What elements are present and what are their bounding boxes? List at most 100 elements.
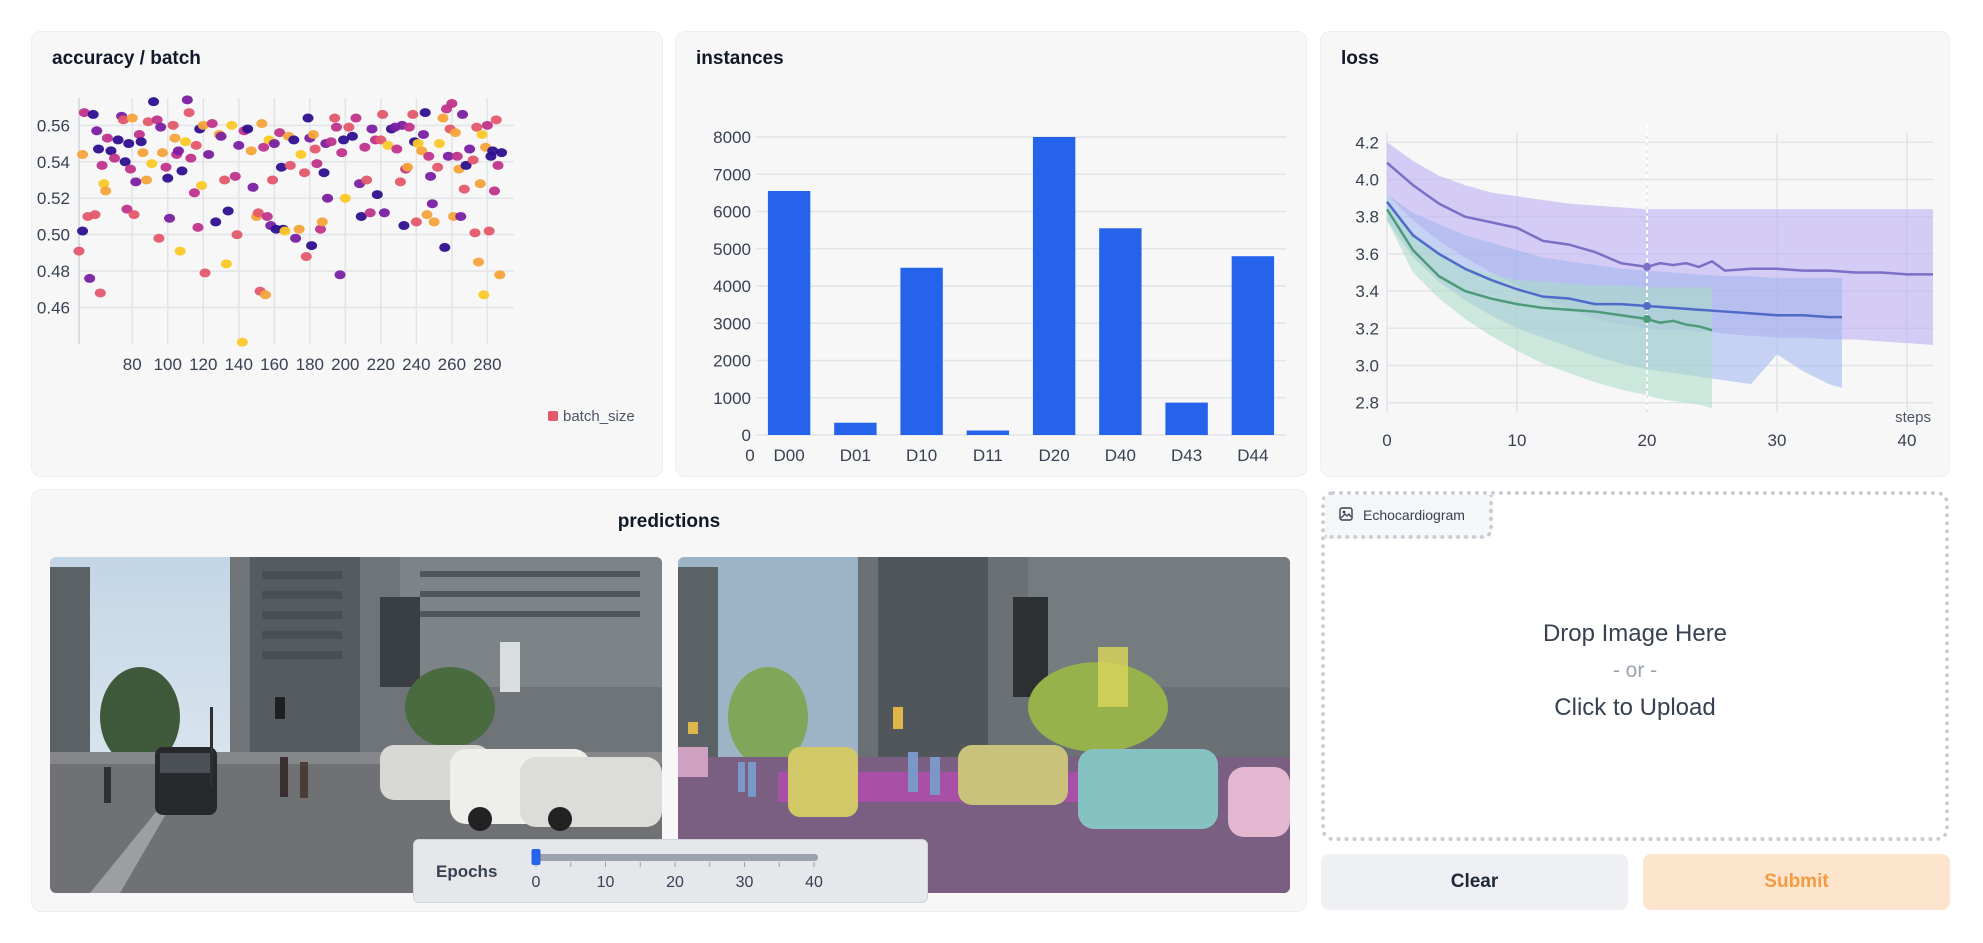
scatter-point xyxy=(343,122,355,132)
scatter-point xyxy=(488,186,500,196)
scatter-point xyxy=(226,120,238,130)
scatter-point xyxy=(78,108,90,118)
y-tick-label: 3000 xyxy=(713,314,751,333)
cursor-point xyxy=(1643,262,1651,271)
scatter-point xyxy=(293,224,305,234)
slider-thumb[interactable] xyxy=(531,849,541,865)
scatter-point xyxy=(446,98,458,108)
scatter-point xyxy=(180,137,192,147)
instances-panel: instances 0 1000 2000 3000 4000 5000 6000 7000 8… xyxy=(675,31,1307,477)
scatter-point xyxy=(421,210,433,220)
scatter-point xyxy=(203,149,215,159)
loss-line xyxy=(1386,201,1842,319)
scatter-point xyxy=(322,193,334,203)
scatter-point xyxy=(306,241,318,251)
instances-bar-chart[interactable]: 0 1000 2000 3000 4000 5000 6000 7000 8000 0 D00 D01… xyxy=(676,32,1308,478)
scatter-point xyxy=(346,131,358,141)
upload-instructions[interactable]: Drop Image Here - or - Click to Upload xyxy=(1325,615,1945,726)
clear-button[interactable]: Clear xyxy=(1321,854,1628,910)
image-upload-dropzone[interactable]: Echocardiogram Drop Image Here - or - Cl… xyxy=(1321,491,1949,841)
predictions-title: predictions xyxy=(617,511,721,532)
scatter-point xyxy=(394,177,406,187)
scatter-point xyxy=(377,109,389,119)
scatter-point xyxy=(336,148,348,158)
scatter-point xyxy=(412,139,424,149)
scatter-point xyxy=(290,233,302,243)
scatter-point xyxy=(474,179,486,189)
y-tick-label: 4.2 xyxy=(1355,133,1379,152)
scatter-point xyxy=(329,113,341,123)
scatter-point xyxy=(181,95,193,105)
bar xyxy=(1165,402,1208,435)
x-tick-label: 220 xyxy=(367,355,395,374)
scatter-point xyxy=(401,162,413,172)
scatter-point xyxy=(496,148,508,158)
scatter-point xyxy=(407,109,419,119)
scatter-point xyxy=(164,213,176,223)
scatter-point xyxy=(247,182,259,192)
scatter-point xyxy=(432,162,444,172)
scatter-point xyxy=(428,217,440,227)
scatter-point xyxy=(419,108,431,118)
scatter-point xyxy=(215,131,227,141)
scatter-point xyxy=(121,204,133,214)
loss-line xyxy=(1385,208,1713,332)
scatter-point xyxy=(101,133,113,143)
upload-tab: Echocardiogram xyxy=(1325,495,1493,539)
x-tick-label: 40 xyxy=(1898,431,1917,450)
scatter-point xyxy=(302,113,314,123)
slider-tick-label: 40 xyxy=(805,874,823,891)
scatter-point xyxy=(172,146,184,156)
scatter-point xyxy=(91,126,103,136)
scatter-point xyxy=(174,246,186,256)
scatter-point xyxy=(476,129,488,139)
x-tick-label: 0 xyxy=(745,446,754,465)
scatter-point xyxy=(233,140,245,150)
scatter-point xyxy=(464,144,476,154)
y-tick-label: 2.8 xyxy=(1355,394,1379,413)
epochs-slider[interactable]: 0 10 20 30 40 xyxy=(414,840,929,904)
scatter-point xyxy=(467,155,479,165)
loss-title: loss xyxy=(1341,48,1380,69)
scatter-point xyxy=(334,270,346,280)
scatter-point xyxy=(267,175,279,185)
scatter-point xyxy=(77,149,89,159)
scatter-point xyxy=(197,120,209,130)
scatter-point xyxy=(455,211,467,221)
slider-track[interactable] xyxy=(532,854,818,861)
slider-tick-label: 10 xyxy=(597,874,615,891)
accuracy-scatter-chart[interactable]: 80 100 120 140 160 180 200 220 240 260 280 0.46 0.48… xyxy=(32,32,664,478)
y-tick-label: 4000 xyxy=(713,277,751,296)
scatter-point xyxy=(196,180,208,190)
click-upload-text[interactable]: Click to Upload xyxy=(1554,694,1716,721)
scatter-point xyxy=(460,160,472,170)
scatter-point xyxy=(96,160,108,170)
slider-tick-label: 20 xyxy=(666,874,684,891)
scatter-point xyxy=(100,186,112,196)
scatter-point xyxy=(258,142,270,152)
scatter-point xyxy=(298,168,310,178)
scatter-point xyxy=(433,139,445,149)
submit-button[interactable]: Submit xyxy=(1643,854,1950,910)
bar xyxy=(900,267,943,435)
scatter-point xyxy=(94,288,106,298)
scatter-point xyxy=(371,190,383,200)
scatter-point xyxy=(417,129,429,139)
scatter-point xyxy=(355,211,367,221)
scatter-point xyxy=(109,153,121,163)
accuracy-panel: accuracy / batch 80 100 120 140 160 180 200 220… xyxy=(31,31,663,477)
scatter-point xyxy=(151,115,163,125)
scatter-point xyxy=(288,135,300,145)
cursor-point xyxy=(1643,315,1651,323)
scatter-point xyxy=(176,166,188,176)
scatter-point xyxy=(330,122,342,132)
loss-line-chart[interactable]: 0 10 20 30 40 2.8 3.0 3.2 3.4 3.6 3.8 4.0 4.2 steps xyxy=(1321,32,1951,478)
y-tick-label: 1000 xyxy=(713,389,751,408)
scatter-point xyxy=(307,129,319,139)
scatter-point xyxy=(242,124,254,134)
scatter-point xyxy=(391,144,403,154)
y-tick-label: 0.54 xyxy=(37,153,70,172)
scatter-point xyxy=(162,173,174,183)
bar xyxy=(1032,137,1076,435)
x-tick-label: D20 xyxy=(1039,446,1070,465)
